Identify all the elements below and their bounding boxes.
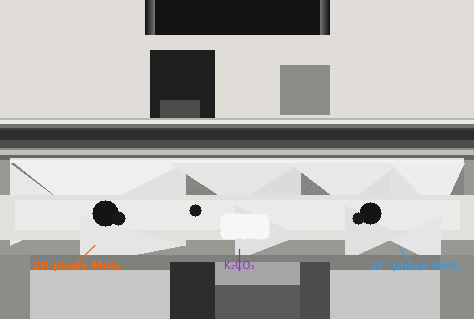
Text: K₂CO₃: K₂CO₃ xyxy=(224,261,255,271)
Text: 1T’-phase MoS₂: 1T’-phase MoS₂ xyxy=(370,261,461,271)
Text: 2H-phase MoS₂: 2H-phase MoS₂ xyxy=(33,261,122,271)
